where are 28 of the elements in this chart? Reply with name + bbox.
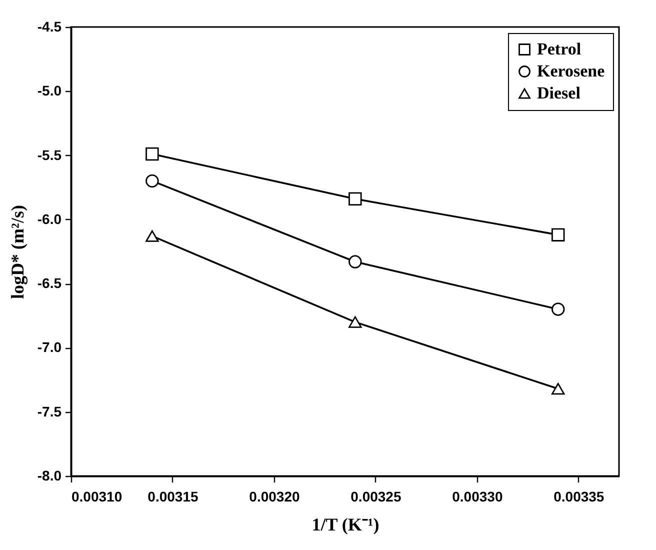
y-tick-label: -7.0 [37, 339, 62, 356]
x-tick-label: 0.00315 [148, 488, 198, 504]
x-tick-label: 0.00325 [350, 488, 402, 504]
legend-label: Petrol [537, 40, 582, 58]
point [146, 230, 159, 242]
x-tick-label: 0.00320 [249, 488, 300, 504]
point [551, 382, 565, 395]
y-axis-title: logD* (m²/s) [7, 205, 28, 299]
y-tick-label: -7.5 [37, 403, 62, 420]
legend-label: Kerosene [537, 62, 606, 80]
y-tick-label: -6.5 [37, 275, 62, 292]
x-tick-label: 0.00330 [452, 488, 503, 504]
y-tick-label: -4.5 [37, 18, 62, 34]
point [146, 147, 159, 161]
x-tick-label: 0.00335 [554, 488, 604, 504]
x-tick-label: 0.00310 [72, 488, 122, 504]
legend-label: Diesel [537, 84, 581, 102]
point [348, 316, 362, 328]
point [551, 228, 565, 242]
point [348, 255, 362, 268]
y-tick-label: -6.0 [37, 210, 62, 227]
point [551, 302, 565, 316]
point [348, 192, 362, 206]
y-tick-label: -5.0 [37, 82, 62, 99]
y-tick-label: -5.5 [37, 146, 62, 163]
point [146, 174, 159, 188]
y-tick-label: -8.0 [37, 468, 62, 484]
x-axis-title: 1/T (K⁻¹) [312, 514, 380, 534]
